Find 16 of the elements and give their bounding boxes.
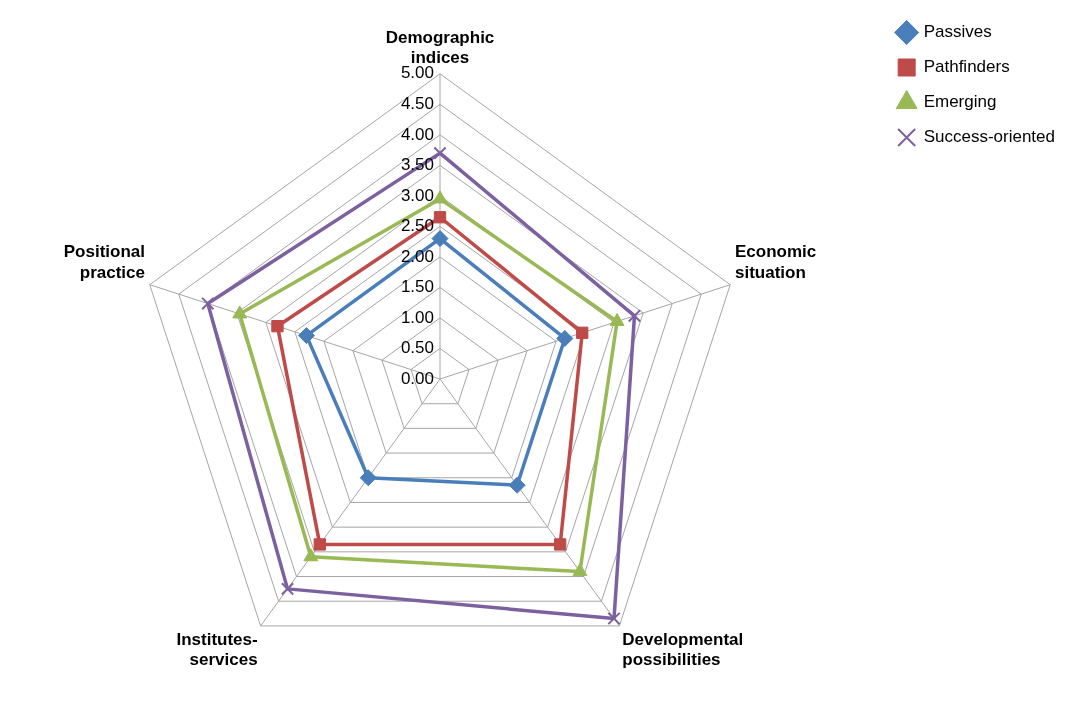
- spoke-label: Positional practice: [63, 242, 145, 282]
- y-tick-label: 3.00: [400, 185, 434, 205]
- spoke-label: Institutes-services: [176, 629, 258, 670]
- y-tick-label: 4.00: [400, 124, 434, 144]
- legend-label: Success-oriented: [923, 127, 1055, 147]
- legend-label: Passives: [923, 22, 992, 42]
- spoke-label: Economic situation: [735, 242, 817, 282]
- y-tick-label: 1.00: [400, 307, 434, 327]
- legend-label: Emerging: [923, 92, 997, 112]
- spoke-label: Developmental possibilities: [622, 629, 744, 670]
- y-tick-label: 0.50: [400, 338, 434, 358]
- y-tick-label: 4.50: [400, 94, 434, 114]
- y-tick-label: 1.50: [400, 277, 434, 297]
- y-tick-label: 5.00: [400, 63, 434, 83]
- y-tick-label: 0.00: [400, 368, 434, 388]
- legend-label: Pathfinders: [923, 57, 1010, 77]
